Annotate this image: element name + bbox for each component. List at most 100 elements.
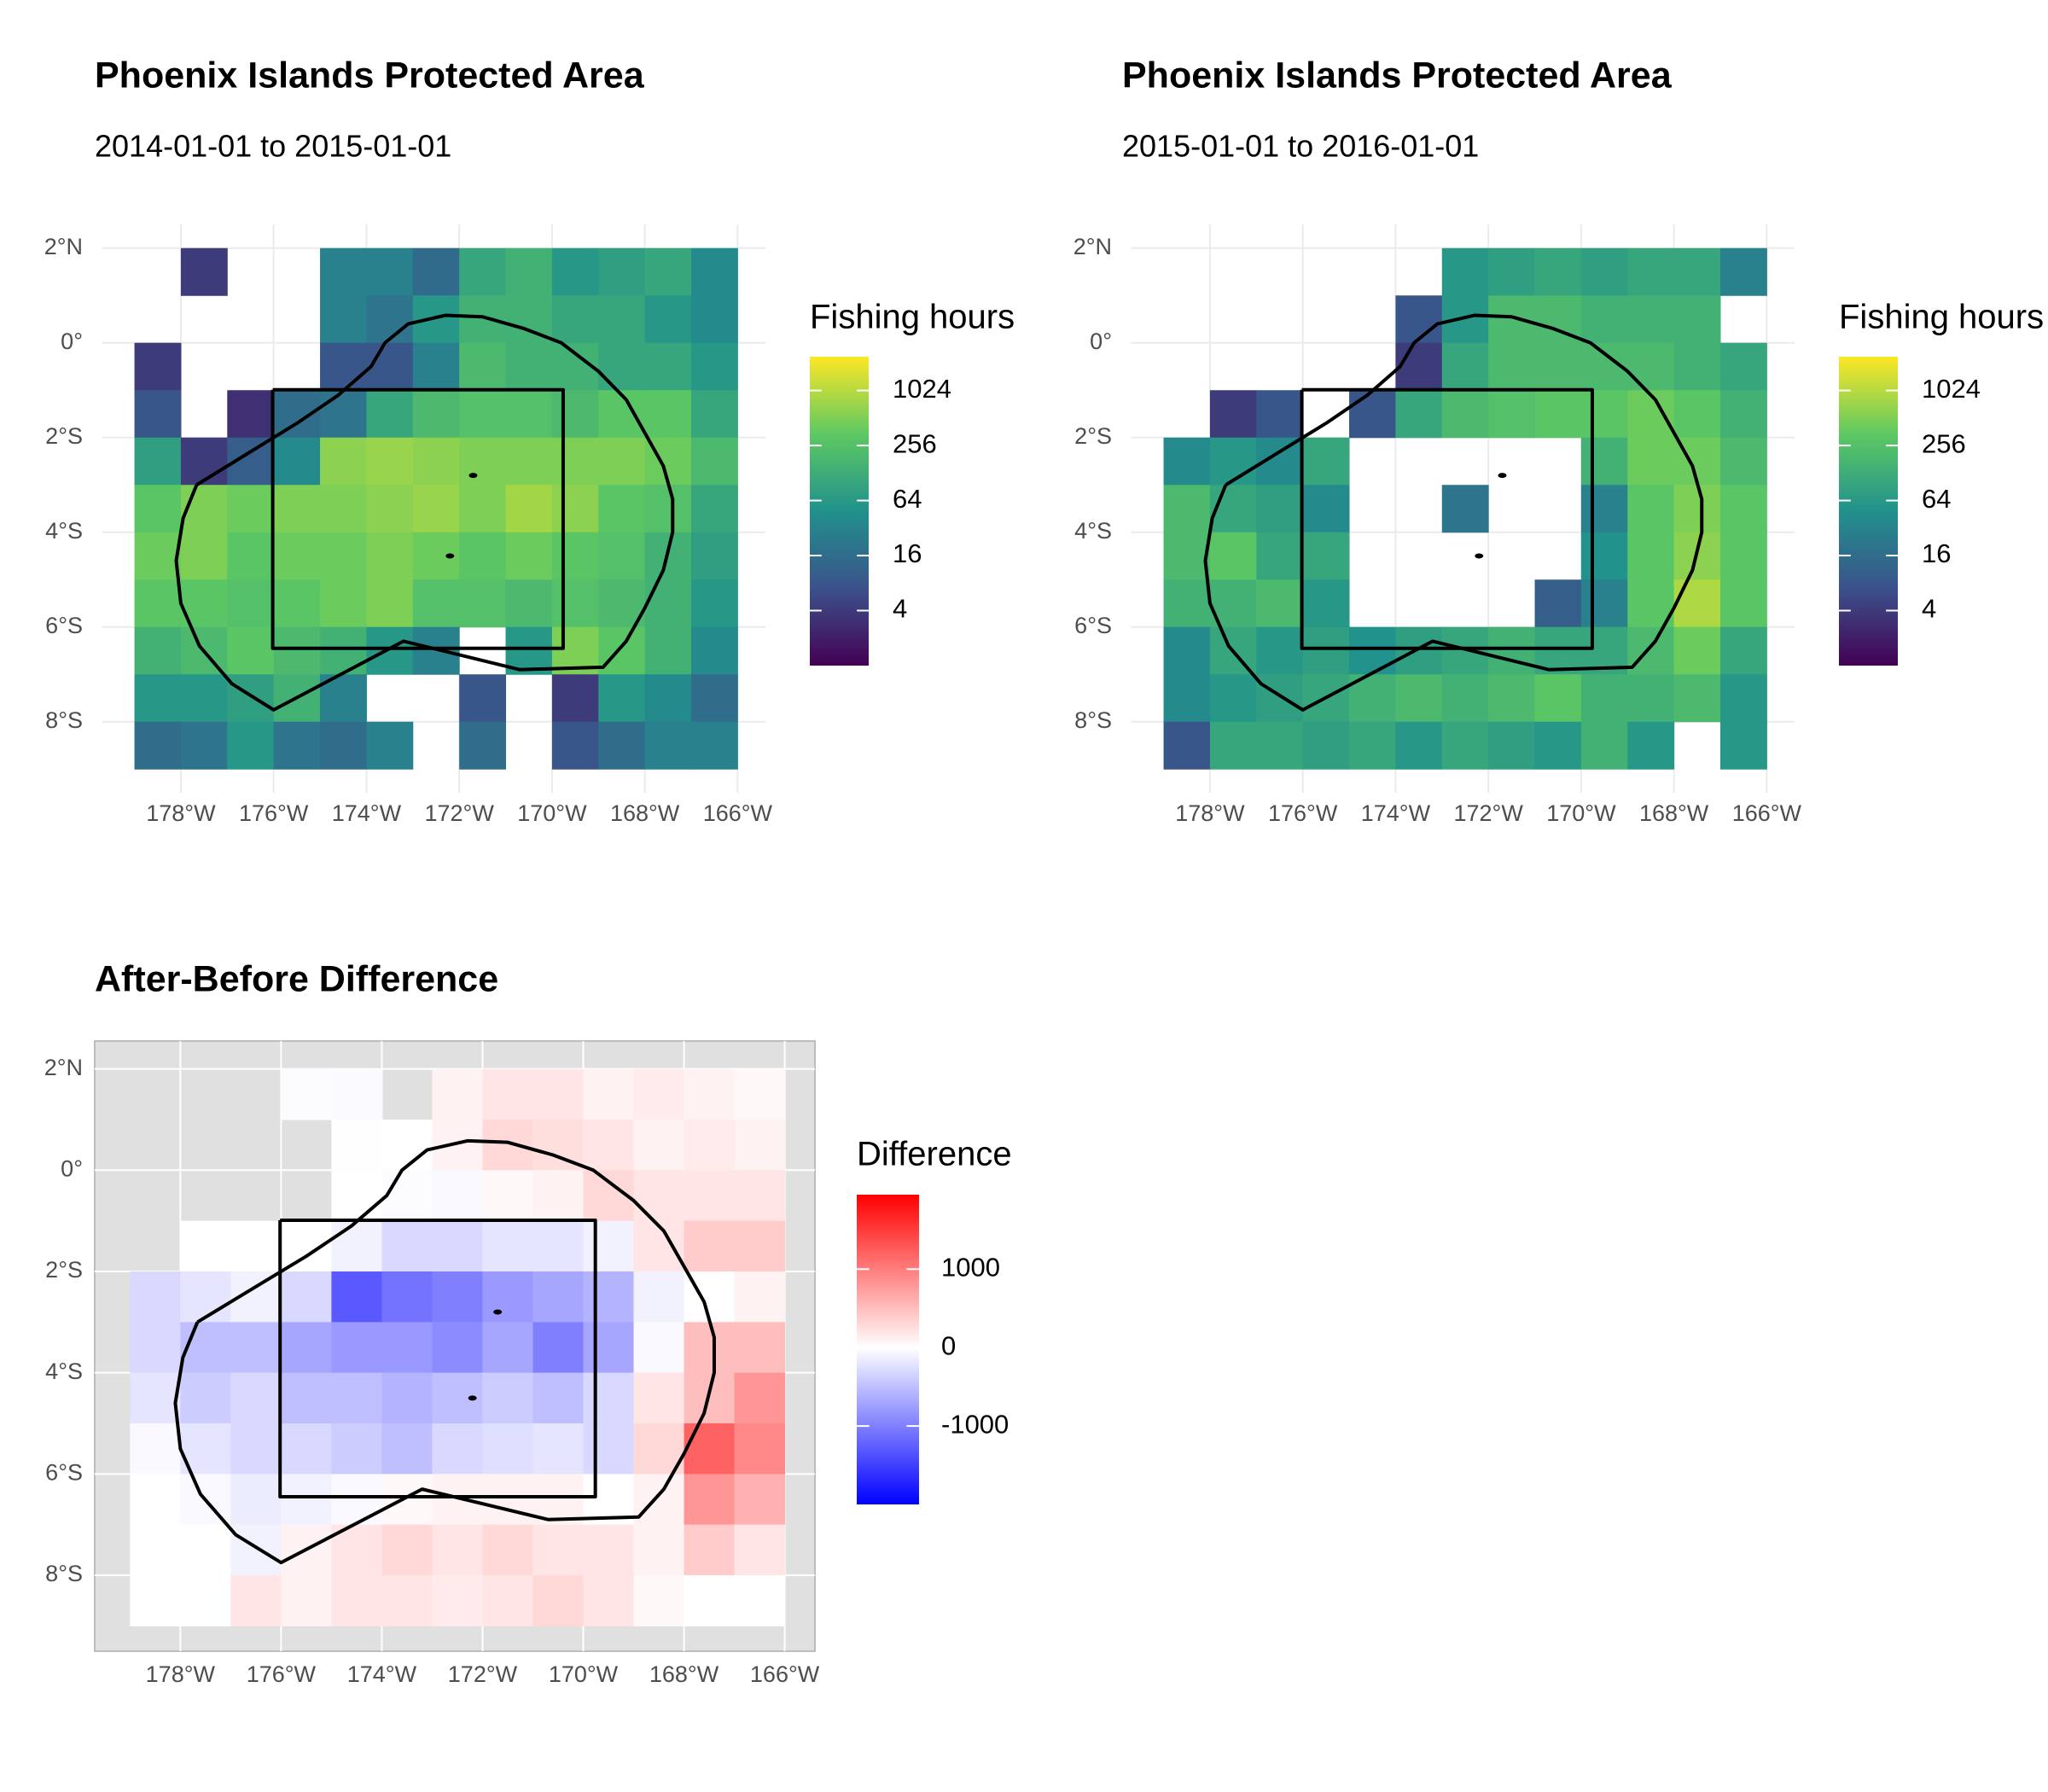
legend-title: Fishing hours <box>810 299 1015 336</box>
cell <box>180 1271 231 1323</box>
cell <box>1627 485 1675 533</box>
cell <box>1534 674 1582 723</box>
cell <box>551 247 599 296</box>
cell <box>130 1524 181 1576</box>
cell <box>583 1423 635 1475</box>
cell <box>684 1423 736 1475</box>
cell <box>1302 485 1350 533</box>
cell <box>1627 295 1675 344</box>
cell <box>331 1474 382 1526</box>
cell <box>1163 532 1211 580</box>
x-tick-label: 172°W <box>1453 800 1523 826</box>
y-tick-label: 0° <box>61 1155 83 1181</box>
x-tick-label: 174°W <box>332 800 402 826</box>
cell <box>1488 721 1536 770</box>
cell <box>134 532 182 580</box>
y-tick-label: 0° <box>61 329 83 354</box>
panel-subtitle: 2015-01-01 to 2016-01-01 <box>1122 129 1479 164</box>
cell <box>532 1322 585 1374</box>
cell <box>180 247 228 296</box>
cell <box>644 390 692 439</box>
cell <box>412 295 460 344</box>
cell <box>1302 626 1350 675</box>
legend-label: 256 <box>1922 428 1966 458</box>
cell <box>230 1372 282 1424</box>
cell <box>691 390 738 439</box>
cell <box>432 1423 483 1475</box>
x-tick-label: 176°W <box>247 1661 317 1687</box>
cell <box>1720 247 1767 296</box>
cell <box>281 1372 332 1424</box>
cell <box>633 1322 685 1374</box>
cell <box>482 1068 533 1120</box>
cell <box>320 342 367 391</box>
cell <box>412 437 460 486</box>
cell <box>505 532 553 580</box>
x-tick-label: 178°W <box>1175 800 1245 826</box>
x-tick-label: 166°W <box>703 800 773 826</box>
cell <box>583 1372 635 1424</box>
cell <box>331 1170 382 1222</box>
cell <box>320 247 367 296</box>
cell <box>1256 579 1304 628</box>
cell <box>1163 437 1211 486</box>
cell <box>734 1524 786 1576</box>
cell <box>281 1423 332 1475</box>
cell <box>273 532 321 580</box>
cell <box>598 437 646 486</box>
cell <box>1395 626 1443 675</box>
cell <box>134 626 182 675</box>
x-tick-label: 174°W <box>1361 800 1431 826</box>
cell <box>320 626 367 675</box>
cell <box>1720 721 1767 770</box>
cell <box>320 437 367 486</box>
legend-title: Fishing hours <box>1839 299 2044 336</box>
cell <box>281 1220 332 1272</box>
y-tick-label: 2°S <box>45 423 83 449</box>
cell <box>459 485 507 533</box>
cell <box>1209 532 1257 580</box>
x-tick-label: 174°W <box>347 1661 417 1687</box>
cell <box>1163 721 1211 770</box>
x-tick-label: 170°W <box>1546 800 1616 826</box>
y-tick-label: 4°S <box>1074 518 1112 544</box>
cell <box>381 1423 433 1475</box>
cell <box>1673 485 1721 533</box>
cell <box>691 626 738 675</box>
x-tick-label: 170°W <box>549 1661 619 1687</box>
y-tick-label: 8°S <box>45 707 83 733</box>
cell <box>230 1220 282 1272</box>
cell <box>281 1474 332 1526</box>
cell <box>381 1119 433 1171</box>
cell <box>598 532 646 580</box>
legend-label: -1000 <box>941 1409 1009 1439</box>
cell <box>1395 390 1443 439</box>
boundary <box>1203 313 1704 712</box>
cell <box>691 437 738 486</box>
cell <box>734 1322 786 1374</box>
cell <box>644 295 692 344</box>
cell <box>684 1170 736 1222</box>
cell <box>1488 674 1536 723</box>
cell <box>180 721 228 770</box>
y-tick-label: 2°S <box>45 1257 83 1283</box>
cell <box>1580 579 1628 628</box>
cell <box>412 342 460 391</box>
cell <box>583 1524 635 1576</box>
x-tick-label: 168°W <box>610 800 680 826</box>
cell <box>281 1271 332 1323</box>
cell <box>227 674 275 723</box>
cell <box>1627 721 1675 770</box>
cell <box>1627 247 1675 296</box>
x-tick-label: 176°W <box>239 800 309 826</box>
cell <box>381 1574 433 1626</box>
cell <box>734 1170 786 1222</box>
cell <box>551 532 599 580</box>
panel-subtitle: 2014-01-01 to 2015-01-01 <box>95 129 451 164</box>
cell <box>180 1524 231 1576</box>
y-tick-label: 4°S <box>45 1359 83 1384</box>
cell <box>381 1524 433 1576</box>
cell <box>482 1322 533 1374</box>
cell <box>1256 626 1304 675</box>
x-tick-label: 168°W <box>1639 800 1709 826</box>
